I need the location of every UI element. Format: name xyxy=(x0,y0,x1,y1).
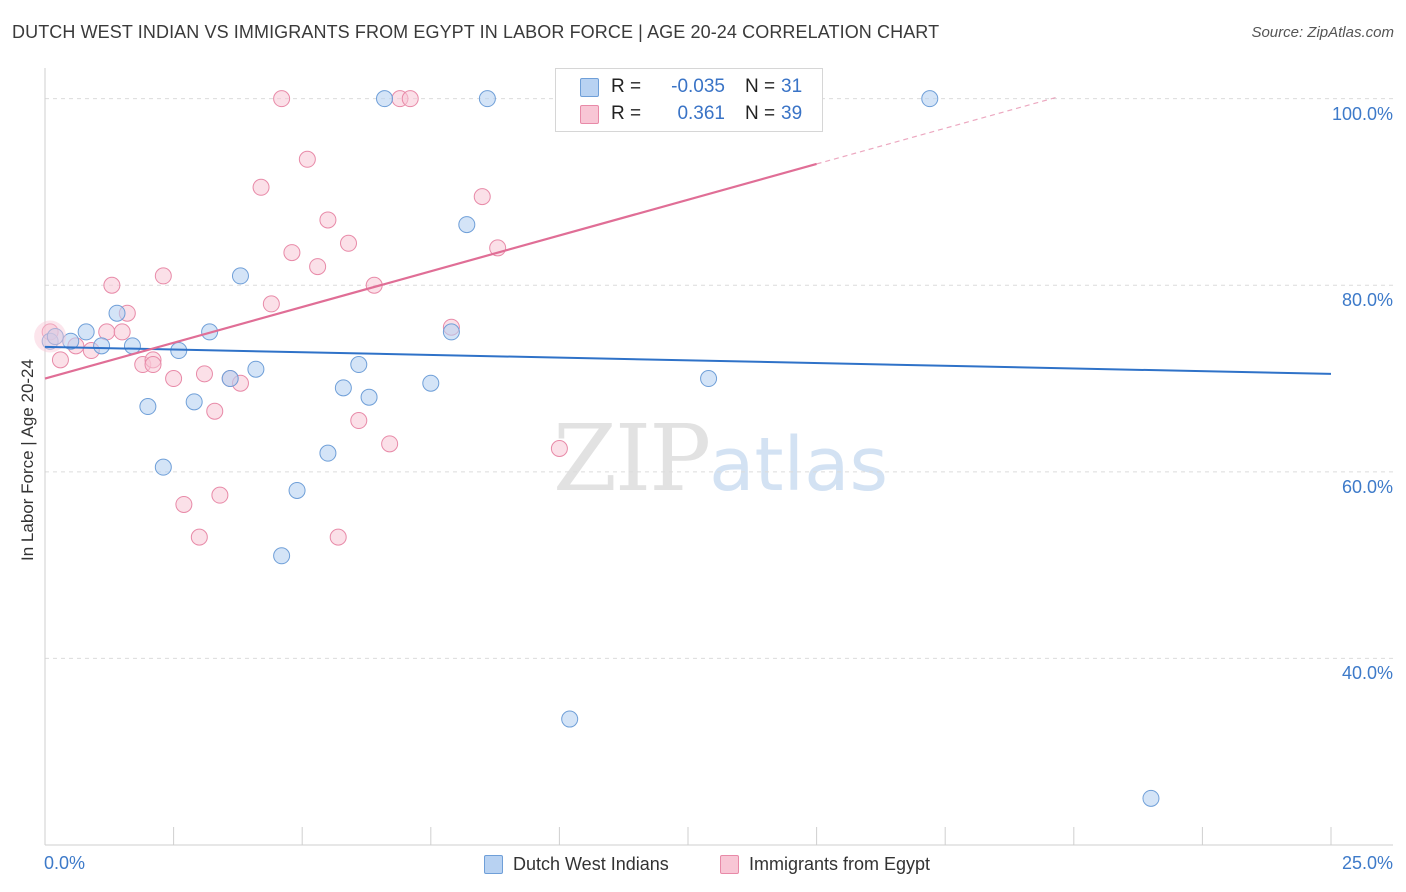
blue-n-value: 31 xyxy=(781,76,803,97)
egypt-point xyxy=(298,150,316,168)
egypt-point xyxy=(154,267,172,285)
egypt-point xyxy=(206,402,224,420)
pink-r-value: 0.361 xyxy=(677,103,725,124)
correlation-stats-box: R = -0.035 N = 31 R = 0.361 N = 39 xyxy=(555,68,823,132)
legend-blue-label: Dutch West Indians xyxy=(513,853,669,874)
dutch-west-indian-point xyxy=(185,393,203,411)
dutch-west-indian-point xyxy=(288,481,306,499)
blue-swatch-icon xyxy=(580,77,599,97)
dutch-west-indian-point xyxy=(921,90,939,108)
blue-r-label: R = xyxy=(611,76,642,97)
source-label: Source: ZipAtlas.com xyxy=(1251,24,1394,41)
dutch-west-indian-point xyxy=(422,374,440,392)
blue-r-value: -0.035 xyxy=(671,76,725,97)
dutch-west-indian-point xyxy=(350,356,368,374)
egypt-trendline-extension xyxy=(816,96,1059,165)
pink-swatch-icon xyxy=(580,104,599,124)
egypt-point-cluster xyxy=(34,320,67,353)
pink-n-label: N = xyxy=(745,103,776,124)
egypt-point xyxy=(339,234,357,252)
egypt-point xyxy=(211,486,229,504)
egypt-point xyxy=(252,178,270,196)
dutch-west-indian-point xyxy=(139,398,157,416)
egypt-point xyxy=(550,440,568,458)
dutch-west-indian-point xyxy=(1142,789,1160,807)
dutch-west-indian-point xyxy=(360,388,378,406)
dutch-west-indian-point xyxy=(334,379,352,397)
y-tick-label: 60.0% xyxy=(1341,476,1393,497)
egypt-point xyxy=(319,211,337,229)
dutch-west-indian-point xyxy=(231,267,249,285)
egypt-point xyxy=(350,412,368,430)
egypt-point xyxy=(329,528,347,546)
legend-item-blue[interactable]: Dutch West Indians xyxy=(484,852,669,876)
dutch-west-indian-point xyxy=(46,328,64,346)
egypt-point xyxy=(401,90,419,108)
dutch-west-indian-point xyxy=(458,216,476,234)
dutch-west-indian-point xyxy=(221,370,239,388)
dutch-west-indian-point xyxy=(154,458,172,476)
pink-n-value: 39 xyxy=(781,103,803,124)
egypt-point xyxy=(113,323,131,341)
x-tick-max: 25.0% xyxy=(1341,853,1393,873)
dutch-west-indian-point xyxy=(77,323,95,341)
legend-pink-swatch-icon xyxy=(720,854,739,874)
dutch-west-indian-trendline xyxy=(44,345,1332,375)
stats-row-pink: R = 0.361 N = 39 xyxy=(580,101,802,127)
egypt-point xyxy=(262,295,280,313)
dutch-west-indian-point xyxy=(108,304,126,322)
dutch-west-indian-point xyxy=(561,710,579,728)
dutch-west-indian-point xyxy=(478,90,496,108)
dutch-west-indian-point xyxy=(93,337,111,355)
blue-n-label: N = xyxy=(745,76,776,97)
dutch-west-indian-point xyxy=(273,547,291,565)
egypt-point xyxy=(195,365,213,383)
egypt-trendline xyxy=(44,162,817,380)
zipatlas-watermark: ZIPatlas xyxy=(553,405,888,512)
egypt-point xyxy=(309,258,327,276)
y-tick-label: 40.0% xyxy=(1341,663,1393,684)
dutch-west-indian-point xyxy=(319,444,337,462)
egypt-point xyxy=(51,351,69,369)
dutch-west-indian-point xyxy=(700,370,718,388)
pink-r-label: R = xyxy=(611,103,642,124)
egypt-point xyxy=(190,528,208,546)
egypt-point xyxy=(381,435,399,453)
egypt-point xyxy=(473,188,491,206)
egypt-point xyxy=(273,90,291,108)
egypt-point xyxy=(175,495,193,513)
x-tick-min: 0.0% xyxy=(44,853,86,873)
legend-item-pink[interactable]: Immigrants from Egypt xyxy=(720,852,930,876)
egypt-point xyxy=(283,244,301,262)
egypt-point xyxy=(103,276,121,294)
dutch-west-indian-point xyxy=(123,337,141,355)
y-axis-label: In Labor Force | Age 20-24 xyxy=(18,359,37,561)
legend-blue-swatch-icon xyxy=(484,854,503,874)
watermark-atlas: atlas xyxy=(709,422,888,508)
legend-pink-label: Immigrants from Egypt xyxy=(749,853,931,874)
dutch-west-indian-point xyxy=(376,90,394,108)
y-tick-label: 80.0% xyxy=(1341,290,1393,311)
dutch-west-indian-point xyxy=(247,360,265,378)
egypt-point xyxy=(144,356,162,374)
stats-row-blue: R = -0.035 N = 31 xyxy=(580,74,802,100)
dutch-west-indian-point xyxy=(62,332,80,350)
watermark-zip: ZIP xyxy=(553,405,711,512)
chart-title: DUTCH WEST INDIAN VS IMMIGRANTS FROM EGY… xyxy=(12,22,940,42)
y-tick-label: 100.0% xyxy=(1331,103,1393,124)
egypt-point xyxy=(165,370,183,388)
dutch-west-indian-point xyxy=(442,323,460,341)
